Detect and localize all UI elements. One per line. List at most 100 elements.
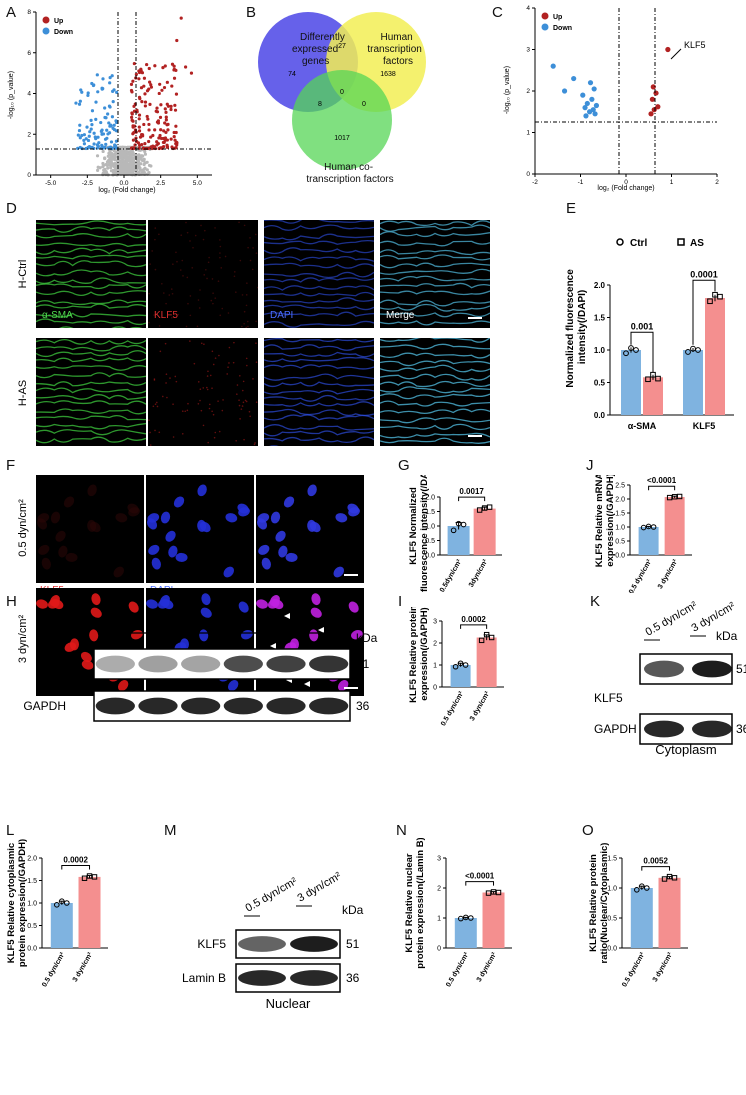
panel-letter-o: O (582, 822, 594, 839)
point-up (142, 76, 147, 80)
band (290, 936, 338, 952)
tile-texture (148, 340, 258, 446)
y-tick-label: 0.5 (425, 538, 435, 545)
point-up (157, 136, 161, 140)
y-tick-label: 3 (433, 619, 437, 626)
legend-down-marker (42, 27, 50, 35)
channel-label: α-SMA (42, 310, 73, 321)
point-up (130, 90, 134, 94)
y-tick-label: 4 (526, 5, 530, 12)
y-tick-label: 0.0 (615, 553, 625, 560)
point-up (132, 61, 136, 66)
point-down (584, 100, 590, 107)
y-axis-label: KLF5 Relative mRNAexpression(/GAPDH) (594, 475, 616, 567)
point-ns (101, 149, 105, 154)
point-down (561, 88, 568, 94)
venn-count-cotf-only: 1017 (334, 135, 350, 142)
point-down (77, 102, 82, 106)
point-up (175, 140, 179, 144)
tissue-tile (36, 338, 146, 446)
point-up (153, 64, 157, 68)
y-tick-label: 0.0 (27, 946, 37, 953)
point-ns (128, 171, 132, 176)
bar (78, 876, 101, 948)
tissue-tile (148, 220, 258, 328)
point-down (88, 130, 92, 134)
bar-as (705, 298, 725, 415)
panel-letter-i: I (398, 593, 403, 610)
data-point (64, 900, 70, 906)
venn-count-tf-cotf: 0 (362, 101, 366, 108)
row-label-3: 3 dyn/cm² (17, 615, 29, 664)
point-down (90, 123, 94, 127)
point-down (76, 133, 80, 137)
x-tick-labels: -2 -1 0 1 2 (532, 174, 719, 186)
band (692, 720, 732, 738)
point-up (159, 128, 163, 132)
point-up (142, 122, 146, 127)
point-up (148, 80, 152, 84)
point-up (155, 106, 159, 110)
point-ns (141, 168, 145, 172)
data-point (54, 902, 60, 908)
point-up (169, 107, 173, 112)
point-up (649, 96, 655, 102)
point-ns (118, 168, 122, 172)
point-ns (145, 168, 149, 172)
point-up (161, 66, 165, 70)
row-label-h-ctrl: H-Ctrl (17, 260, 29, 289)
panel-letter-h: H (6, 593, 17, 610)
band (138, 697, 178, 715)
point-down (592, 111, 598, 117)
significance-bracket (630, 331, 654, 373)
p-value-label: <0.0001 (465, 872, 495, 881)
point-ns (101, 161, 105, 166)
bar-chart-n: KLF5 Relative nuclearprotein expression(… (404, 838, 512, 988)
point-up (142, 146, 146, 151)
legend-down-label: Down (553, 25, 572, 32)
y-tick-label: 0.0 (594, 411, 606, 420)
band (266, 655, 306, 673)
tile-background (148, 338, 258, 446)
point-up (157, 91, 161, 96)
point-up (179, 16, 183, 20)
y-tick-label: 2 (433, 641, 437, 648)
data-point (655, 375, 661, 382)
y-axis-label: KLF5 Relative proteinexpression(/GAPDH) (408, 607, 430, 703)
point-down (103, 106, 107, 110)
point-up (138, 96, 142, 101)
point-up (133, 128, 138, 132)
arrowhead-marker (318, 627, 324, 633)
data-point (486, 504, 493, 510)
point-up (158, 82, 162, 86)
kda-value: 36 (356, 699, 370, 713)
band (181, 697, 221, 715)
y-tick-label: 0 (433, 685, 437, 692)
y-tick-label: 1 (526, 130, 530, 137)
point-down (86, 138, 91, 143)
legend-as-marker (677, 238, 685, 246)
kda-value: 51 (356, 657, 370, 671)
data-point (483, 631, 490, 638)
tile-texture (264, 220, 374, 328)
point-ns (117, 163, 121, 167)
point-up (166, 128, 170, 132)
point-up (175, 38, 179, 43)
point-down (114, 129, 119, 133)
x-tick-label: 3dyn/cm² (468, 558, 490, 589)
point-down (110, 115, 115, 119)
point-down (108, 81, 112, 85)
data-point (59, 898, 65, 905)
point-up (140, 133, 145, 137)
p-value-label: <0.0001 (647, 476, 677, 485)
point-up (147, 66, 151, 71)
data-point (460, 521, 467, 528)
data-point (628, 345, 634, 351)
legend-as-label: AS (690, 238, 704, 249)
data-point (690, 345, 696, 352)
band-label: KLF5 (37, 657, 66, 671)
band (309, 655, 349, 673)
point-ns (96, 168, 100, 172)
panel-d-tissue-grid: H-Ctrl H-AS α-SMA KLF5 DAPI Merge (0, 215, 560, 455)
point-up (147, 128, 151, 132)
